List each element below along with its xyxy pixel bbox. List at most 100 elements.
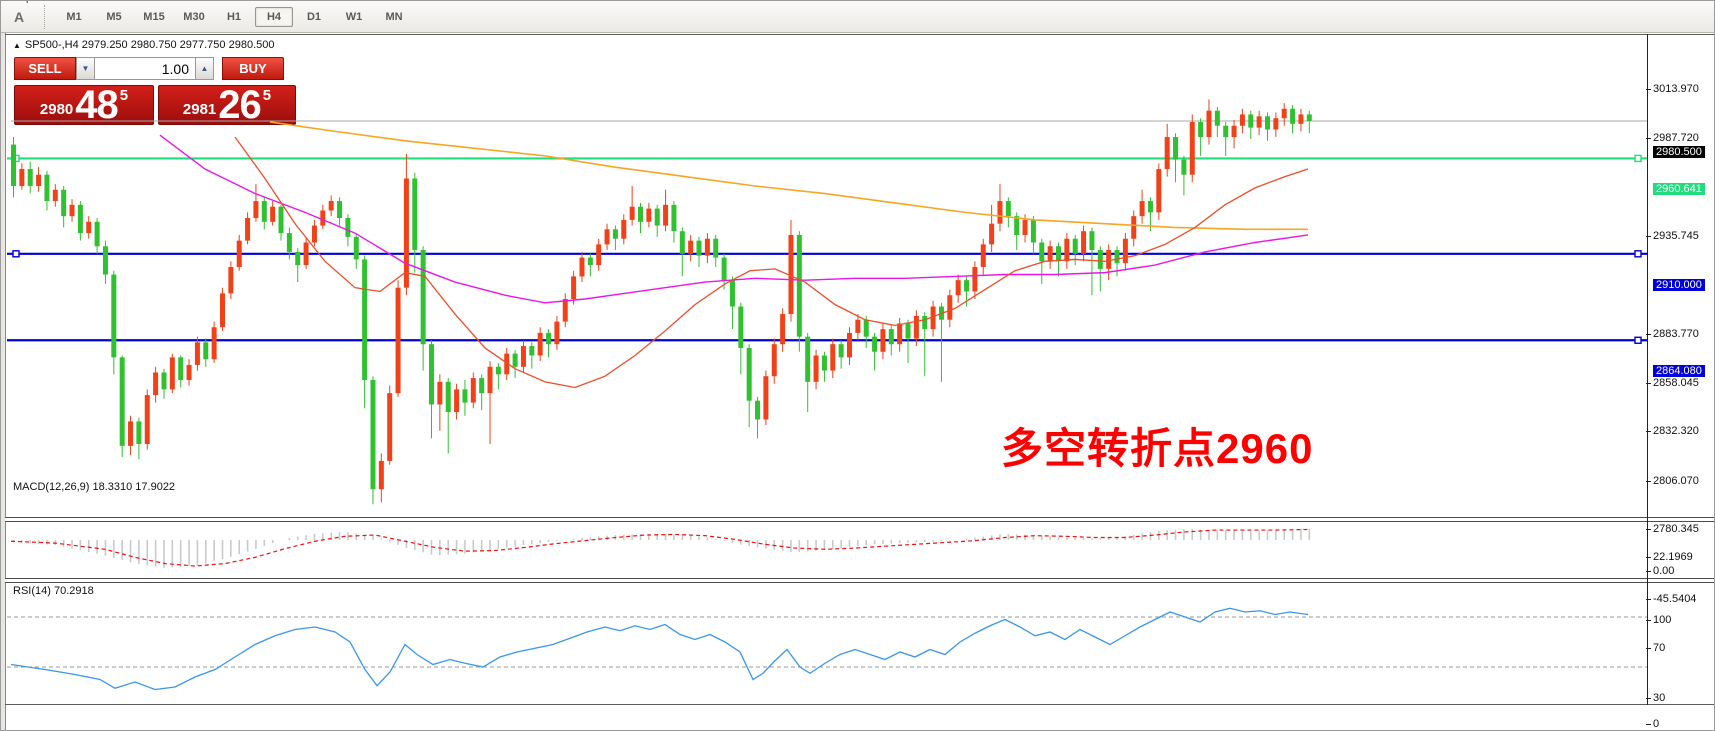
ma-mid-line [159,134,1309,304]
one-click-trade-panel: SELL ▼ ▲ BUY 2980 48 5 2981 26 5 [14,57,296,125]
candle-body [295,251,301,266]
candle-body [1114,250,1120,264]
volume-input[interactable] [95,57,195,80]
buy-price-sup: 5 [262,87,272,104]
candle-body [1089,231,1095,251]
timeframe-button-m15[interactable]: M15 [143,10,165,23]
rsi-axis-label: 70 [1646,642,1665,654]
candle-body [579,257,585,277]
candle-body [303,242,309,266]
candle-body [36,174,42,187]
hline-price-badge: 2864.080 [1653,365,1705,378]
candle-body [1147,201,1153,213]
candle-body [1173,137,1179,160]
volume-increase-button[interactable]: ▲ [195,57,214,80]
candle-body [554,321,560,345]
buy-button[interactable]: BUY [222,57,284,80]
candle-body [788,234,794,315]
candle-body [1248,114,1254,128]
candle-body [1256,116,1262,128]
macd-label: MACD(12,26,9) 18.3310 17.9022 [13,481,176,493]
timeframe-button-m30[interactable]: M30 [183,10,205,23]
candle-body [220,293,225,328]
hline-marker [1634,154,1642,163]
candle-body [1047,246,1053,262]
timeframe-button-h4[interactable]: H4 [255,6,293,27]
candle-body [169,357,175,390]
candle-body [111,274,117,358]
candle-body [1198,121,1204,138]
timeframe-button-h1[interactable]: H1 [226,10,242,23]
candle-body [1056,246,1061,262]
candle-body [1181,159,1187,175]
sell-price-box[interactable]: 2980 48 5 [14,85,154,125]
candle-body [102,246,108,275]
candle-body [11,144,16,187]
candle-body [821,355,827,371]
candle-body [888,329,894,345]
buy-price-box[interactable]: 2981 26 5 [158,85,296,125]
price-axis-label: 2806.070 [1646,475,1699,487]
candle-body [353,236,359,260]
sell-button[interactable]: SELL [14,57,76,80]
macd-axis-label: 0.00 [1646,565,1674,577]
candle-body [395,287,401,394]
rsi-panel-divider[interactable] [5,578,1714,583]
rsi-label: RSI(14) 70.2918 [13,585,94,597]
candle-body [746,347,752,401]
candle-body [1298,114,1304,124]
symbol-ohlc-text: SP500-,H4 2979.250 2980.750 2977.750 298… [24,39,275,51]
candle-body [964,280,970,292]
candle-body [1131,216,1137,239]
candle-body [980,244,986,267]
price-axis-label: 2883.770 [1646,328,1699,340]
chart-top-border [5,34,1714,35]
candle-body [997,201,1003,224]
candle-body [880,329,886,352]
grid-icon[interactable]: ▦F [26,0,31,5]
timeframe-buttons: M1 M5 M15 M30 H1 H4 D1 W1 MN [54,6,414,27]
candle-body [1290,108,1296,124]
candle-body [596,244,602,266]
candle-body [211,327,217,360]
price-axis-label: 2858.045 [1646,377,1699,389]
candle-body [629,206,635,220]
collapse-trade-panel-icon[interactable]: ▲ [13,41,21,50]
candle-body [420,250,426,345]
timeframe-button-d1[interactable]: D1 [306,10,322,23]
candle-body [403,178,409,288]
candle-body [487,366,493,394]
candle-body [872,336,878,352]
candle-body [261,201,267,222]
macd-plot [10,528,1311,568]
timeframe-button-w1[interactable]: W1 [345,10,363,23]
candle-body [370,379,376,490]
timeframe-button-m1[interactable]: M1 [66,10,82,23]
candle-body [445,381,451,412]
candle-body [462,389,468,403]
sell-price-big: 48 [75,83,118,128]
price-axis-label: 2832.320 [1646,425,1699,437]
macd-panel-divider[interactable] [5,517,1714,522]
candle-body [1273,118,1279,130]
candle-body [922,315,928,330]
buy-price-prefix: 2981 [182,101,217,118]
candle-body [1039,242,1045,262]
macd-axis-label: -45.5404 [1646,593,1696,605]
candle-body [136,421,142,444]
candle-body [228,266,234,294]
candle-body [780,314,786,345]
candle-body [838,344,844,358]
candle-body [955,280,961,296]
timeframe-button-m5[interactable]: M5 [106,10,122,23]
chart-canvas[interactable] [5,33,1715,731]
timeframe-button-mn[interactable]: MN [385,10,403,23]
volume-decrease-button[interactable]: ▼ [76,57,95,80]
hline-marker-left [12,250,20,258]
candle-body [520,346,526,367]
text-label-icon[interactable]: A [13,8,25,25]
candle-body [479,378,485,394]
candle-body [1281,108,1287,119]
candle-body [1005,201,1011,217]
